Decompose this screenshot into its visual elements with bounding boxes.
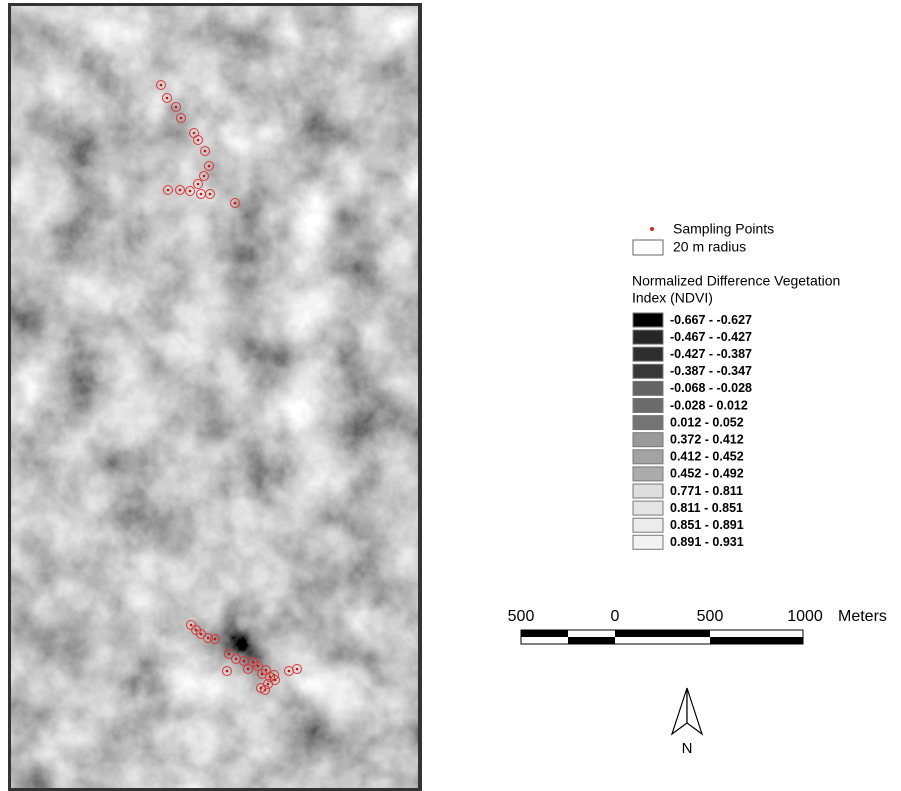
sampling-point <box>160 84 163 87</box>
sampling-point <box>234 202 237 205</box>
sampling-point <box>200 633 203 636</box>
sampling-point <box>193 132 196 135</box>
legend-swatch <box>633 484 663 498</box>
sampling-point <box>204 150 207 153</box>
sampling-point <box>207 637 210 640</box>
legend-title: Normalized Difference Vegetation <box>632 273 840 289</box>
legend-swatch <box>633 364 663 378</box>
sampling-point <box>288 670 291 673</box>
legend-swatch <box>633 381 663 395</box>
legend-title: Index (NDVI) <box>632 290 713 306</box>
legend-class-label: 0.811 - 0.851 <box>670 501 743 515</box>
sampling-point <box>261 673 264 676</box>
legend-swatch <box>633 330 663 344</box>
sampling-point <box>252 661 255 664</box>
legend-swatch <box>633 433 663 447</box>
sampling-point <box>274 679 277 682</box>
sampling-point <box>189 190 192 193</box>
sampling-point <box>228 653 231 656</box>
legend-swatch <box>633 313 663 327</box>
sampling-point <box>257 665 260 668</box>
sampling-point <box>243 660 246 663</box>
sampling-point <box>197 139 200 142</box>
north-arrow-left <box>672 688 687 734</box>
legend-swatch <box>633 347 663 361</box>
legend-point-symbol <box>650 227 654 231</box>
scale-label: 500 <box>697 608 724 625</box>
legend-class-label: -0.028 - 0.012 <box>670 398 748 412</box>
scale-segment <box>521 630 568 637</box>
sampling-point <box>190 624 193 627</box>
page: Sampling Points 20 m radius Normalized D… <box>0 0 901 791</box>
scale-label: 500 <box>508 608 535 625</box>
scale-segment <box>710 637 803 644</box>
legend-swatch <box>633 501 663 515</box>
north-arrow: N <box>672 688 702 757</box>
sampling-point <box>175 106 178 109</box>
scale-unit: Meters <box>838 608 887 625</box>
sampling-point <box>247 668 250 671</box>
legend-swatch <box>633 518 663 532</box>
scale-segment <box>568 637 615 644</box>
legend-class-label: 0.452 - 0.492 <box>670 467 744 481</box>
legend-class-label: 0.771 - 0.811 <box>670 484 743 498</box>
legend-class-label: -0.427 - -0.387 <box>670 347 752 361</box>
scale-segment <box>615 630 710 637</box>
sampling-point <box>166 97 169 100</box>
legend-sampling-points: Sampling Points <box>673 221 774 237</box>
sampling-point <box>226 670 229 673</box>
legend-radius: 20 m radius <box>673 239 746 255</box>
sampling-point <box>296 668 299 671</box>
north-label: N <box>682 740 693 757</box>
legend-class-label: -0.467 - -0.427 <box>670 330 752 344</box>
sampling-point <box>235 658 238 661</box>
legend-class-label: -0.667 - -0.627 <box>670 313 752 327</box>
legend-class-label: 0.891 - 0.931 <box>670 535 744 549</box>
legend-classes: -0.667 - -0.627 -0.467 - -0.427 -0.427 - -… <box>633 313 752 550</box>
legend-class-label: 0.851 - 0.891 <box>670 518 744 532</box>
sampling-point <box>197 183 200 186</box>
map-layout: Sampling Points 20 m radius Normalized D… <box>0 0 901 791</box>
scale-bar: 500 0 500 1000 Meters <box>508 608 887 644</box>
legend-class-label: 0.412 - 0.452 <box>670 450 744 464</box>
legend-class-label: 0.012 - 0.052 <box>670 415 744 429</box>
legend-swatch <box>633 416 663 430</box>
sampling-point <box>167 189 170 192</box>
legend-class-label: -0.387 - -0.347 <box>670 364 752 378</box>
sampling-point <box>203 175 206 178</box>
scale-label: 0 <box>611 608 620 625</box>
sampling-point <box>267 683 270 686</box>
north-arrow-right <box>687 688 702 734</box>
sampling-point <box>260 687 263 690</box>
legend-swatch <box>633 450 663 464</box>
legend-radius-symbol <box>633 240 663 255</box>
legend-swatch <box>633 399 663 413</box>
sampling-point <box>195 629 198 632</box>
sampling-point <box>214 638 217 641</box>
legend-class-label: -0.068 - -0.028 <box>670 381 752 395</box>
legend-class-label: 0.372 - 0.412 <box>670 432 744 446</box>
sampling-point <box>208 165 211 168</box>
sampling-point <box>200 193 203 196</box>
sampling-point <box>179 189 182 192</box>
scale-label: 1000 <box>787 608 823 625</box>
ndvi-raster <box>11 6 418 788</box>
sampling-point <box>209 193 212 196</box>
legend-swatch <box>633 467 663 481</box>
legend-swatch <box>633 535 663 549</box>
sampling-point <box>180 117 183 120</box>
